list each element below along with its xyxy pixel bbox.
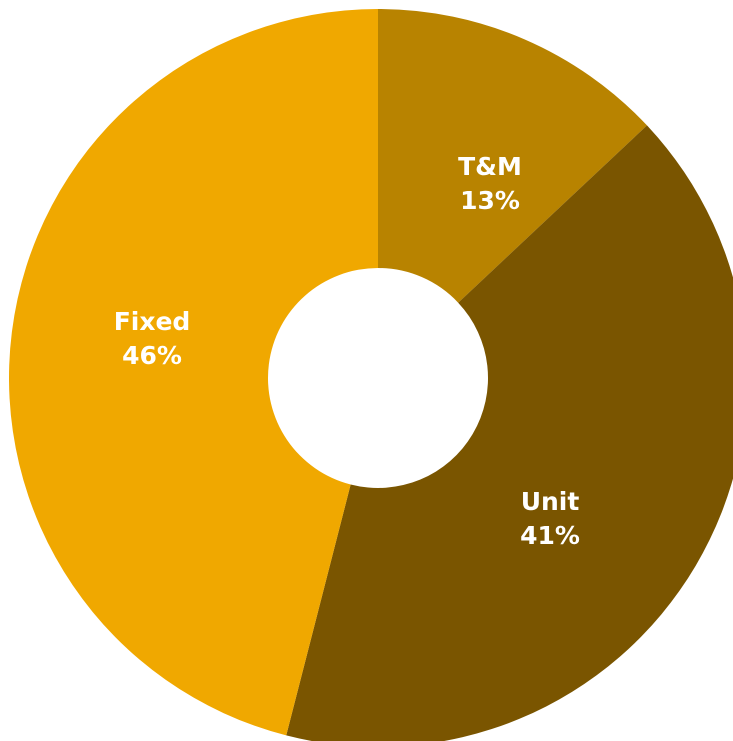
slice-value-label: 41% [520, 521, 580, 550]
slice-name: T&M [458, 152, 522, 181]
slice [378, 9, 647, 303]
slice-value-label: 46% [122, 341, 182, 370]
slice-value-label: 13% [460, 186, 520, 215]
slice-name: Fixed [114, 307, 191, 336]
slice [8, 9, 378, 736]
slice-name: Unit [521, 487, 580, 516]
slice [286, 125, 733, 741]
